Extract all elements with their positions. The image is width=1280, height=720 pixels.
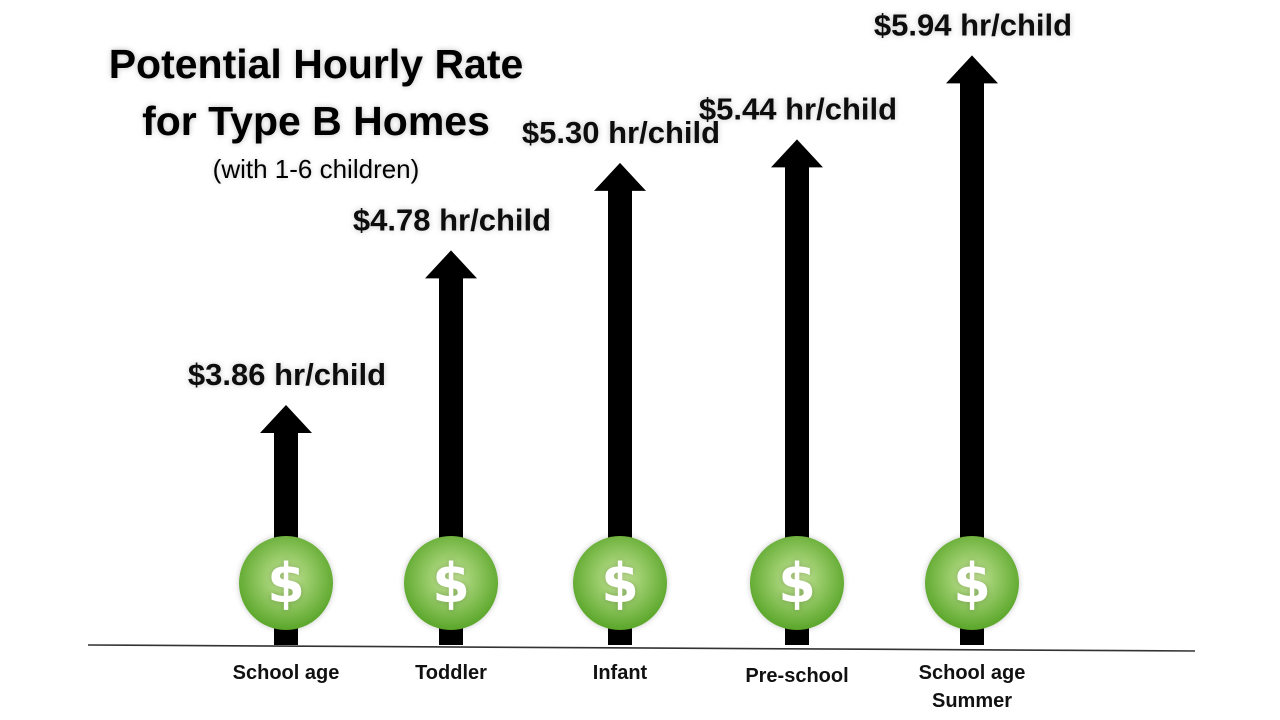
category-label: School age <box>233 662 340 684</box>
rate-arrow-head <box>594 162 646 191</box>
rate-arrow-head <box>771 139 823 168</box>
chart-title-line-1: Potential Hourly Rate <box>108 41 524 87</box>
dollar-coin-icon <box>404 536 498 630</box>
dollar-sign-icon: $ <box>601 552 639 615</box>
coins-layer: $ $ $ $ $ <box>239 536 1019 630</box>
dollar-sign-icon: $ <box>953 552 991 615</box>
dollar-sign-icon: $ <box>267 552 305 615</box>
chart-title-block: Potential Hourly Rate for Type B Homes (… <box>80 36 552 186</box>
dollar-coin-icon <box>750 536 844 630</box>
category-label-line: School age <box>919 662 1026 684</box>
rate-value-label: $5.30 hr/child <box>522 115 720 150</box>
rate-value-label: $3.86 hr/child <box>188 357 386 392</box>
category-label-line: Summer <box>932 690 1012 712</box>
chart-title-line-2: for Type B Homes <box>142 98 490 144</box>
category-label-line: School age <box>233 662 340 684</box>
chart-subtitle: (with 1-6 children) <box>212 154 420 184</box>
baseline-axis <box>87 644 1196 652</box>
dollar-sign-icon: $ <box>778 552 816 615</box>
dollar-coin-icon <box>925 536 1019 630</box>
category-label-line: Toddler <box>415 662 487 684</box>
rate-value-label: $5.44 hr/child <box>699 91 897 126</box>
category-label-line: Pre-school <box>745 665 848 687</box>
category-label: Pre-school <box>745 665 848 687</box>
dollar-coin-icon <box>239 536 333 630</box>
rate-value-label: $5.94 hr/child <box>874 7 1072 42</box>
rate-arrow-head <box>260 405 312 433</box>
baseline-layer <box>87 644 1196 652</box>
rate-arrow-head <box>425 250 477 279</box>
labels-layer: $3.86 hr/child School age $4.78 hr/child To… <box>188 7 1072 712</box>
rate-arrow-head <box>946 55 998 84</box>
rate-value-label: $4.78 hr/child <box>353 202 551 237</box>
dollar-coin-icon <box>573 536 667 630</box>
dollar-sign-icon: $ <box>432 552 470 615</box>
category-label: School age Summer <box>919 662 1026 712</box>
category-label-line: Infant <box>593 662 648 684</box>
category-label: Infant <box>593 662 648 684</box>
category-label: Toddler <box>415 662 487 684</box>
